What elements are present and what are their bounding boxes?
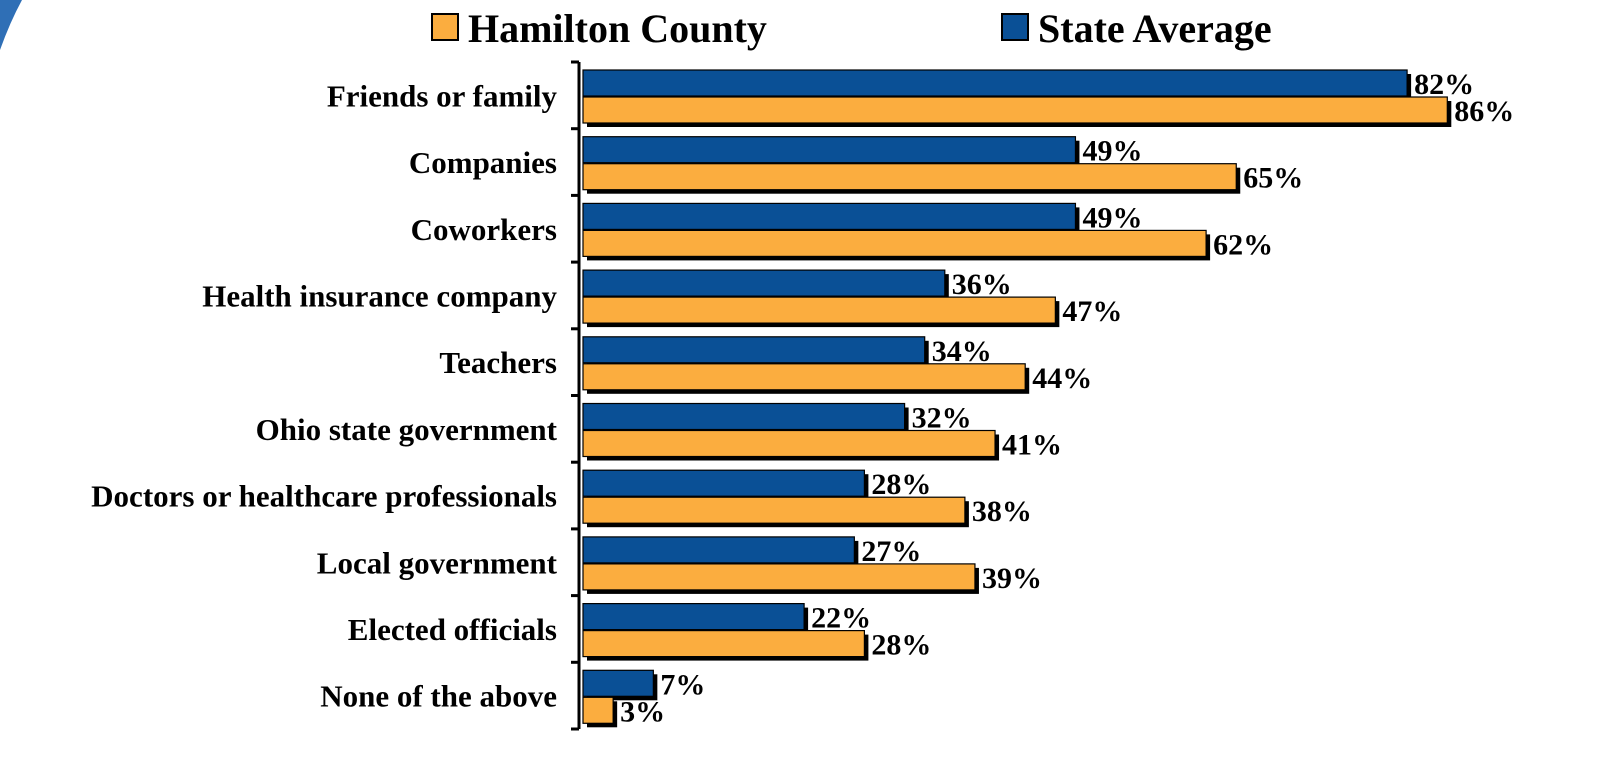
data-label-state-average-ohio-state-government: 32%: [912, 402, 972, 435]
data-label-state-average-coworkers: 49%: [1082, 201, 1142, 234]
bars-group: [582, 69, 1452, 728]
bar-state-average-doctors-or-healthcare-professionals: [582, 469, 865, 497]
bar-hamilton-county-teachers: [582, 363, 1026, 391]
data-label-hamilton-county-elected-officials: 28%: [871, 629, 931, 662]
data-label-hamilton-county-coworkers: 62%: [1213, 228, 1273, 261]
legend-label-state-average: State Average: [1038, 6, 1272, 51]
y-axis: [571, 60, 581, 731]
bar-hamilton-county-health-insurance-company: [582, 296, 1056, 324]
data-label-state-average-doctors-or-healthcare-professionals: 28%: [871, 468, 931, 501]
bar-hamilton-county-friends-or-family: [582, 96, 1448, 124]
bar-state-average-none-of-the-above: [582, 669, 654, 697]
bar-state-average-health-insurance-company: [582, 269, 946, 297]
legend-label-hamilton-county: Hamilton County: [468, 6, 767, 51]
data-label-hamilton-county-companies: 65%: [1243, 162, 1303, 195]
data-label-hamilton-county-local-government: 39%: [982, 562, 1042, 595]
data-label-hamilton-county-doctors-or-healthcare-professionals: 38%: [972, 495, 1032, 528]
category-label-friends-or-family: Friends or family: [327, 78, 558, 113]
legend: Hamilton County State Average: [431, 6, 1272, 51]
category-label-teachers: Teachers: [439, 345, 557, 380]
data-label-state-average-friends-or-family: 82%: [1414, 68, 1474, 101]
category-label-ohio-state-government: Ohio state government: [256, 412, 558, 447]
bar-hamilton-county-companies: [582, 163, 1237, 191]
data-label-state-average-teachers: 34%: [932, 335, 992, 368]
category-label-local-government: Local government: [317, 545, 558, 580]
data-label-hamilton-county-friends-or-family: 86%: [1454, 95, 1514, 128]
bar-state-average-teachers: [582, 336, 926, 364]
category-label-elected-officials: Elected officials: [348, 612, 557, 647]
bar-state-average-friends-or-family: [582, 69, 1408, 97]
corner-logo-swoosh: [0, 0, 22, 50]
data-label-state-average-health-insurance-company: 36%: [952, 268, 1012, 301]
bar-state-average-elected-officials: [582, 602, 805, 631]
data-label-hamilton-county-health-insurance-company: 47%: [1062, 295, 1122, 328]
category-label-none-of-the-above: None of the above: [320, 679, 557, 714]
bar-hamilton-county-doctors-or-healthcare-professionals: [582, 496, 966, 524]
data-label-state-average-elected-officials: 22%: [811, 602, 871, 635]
labels-group: Friends or family 82%86% Companies 49% 65% Co…: [91, 68, 1514, 728]
bar-state-average-local-government: [582, 536, 855, 564]
bar-state-average-coworkers: [582, 202, 1077, 230]
category-label-doctors-or-healthcare-professionals: Doctors or healthcare professionals: [91, 479, 557, 514]
bar-hamilton-county-local-government: [582, 563, 976, 591]
data-label-hamilton-county-teachers: 44%: [1032, 362, 1092, 395]
bar-hamilton-county-ohio-state-government: [582, 429, 996, 458]
data-label-hamilton-county-none-of-the-above: 3%: [620, 695, 665, 728]
bar-hamilton-county-coworkers: [582, 229, 1207, 257]
bar-hamilton-county-none-of-the-above: [582, 696, 614, 724]
bar-state-average-companies: [582, 136, 1077, 164]
legend-swatch-state-average: [1001, 13, 1029, 41]
data-label-hamilton-county-ohio-state-government: 41%: [1002, 429, 1062, 462]
data-label-state-average-local-government: 27%: [861, 535, 921, 568]
bar-state-average-ohio-state-government: [582, 402, 906, 431]
data-label-state-average-companies: 49%: [1082, 135, 1142, 168]
category-label-companies: Companies: [409, 145, 557, 180]
data-label-state-average-none-of-the-above: 7%: [660, 668, 705, 701]
bar-hamilton-county-elected-officials: [582, 629, 865, 658]
legend-swatch-hamilton-county: [431, 13, 459, 41]
category-label-coworkers: Coworkers: [411, 212, 557, 247]
category-label-health-insurance-company: Health insurance company: [202, 278, 557, 313]
